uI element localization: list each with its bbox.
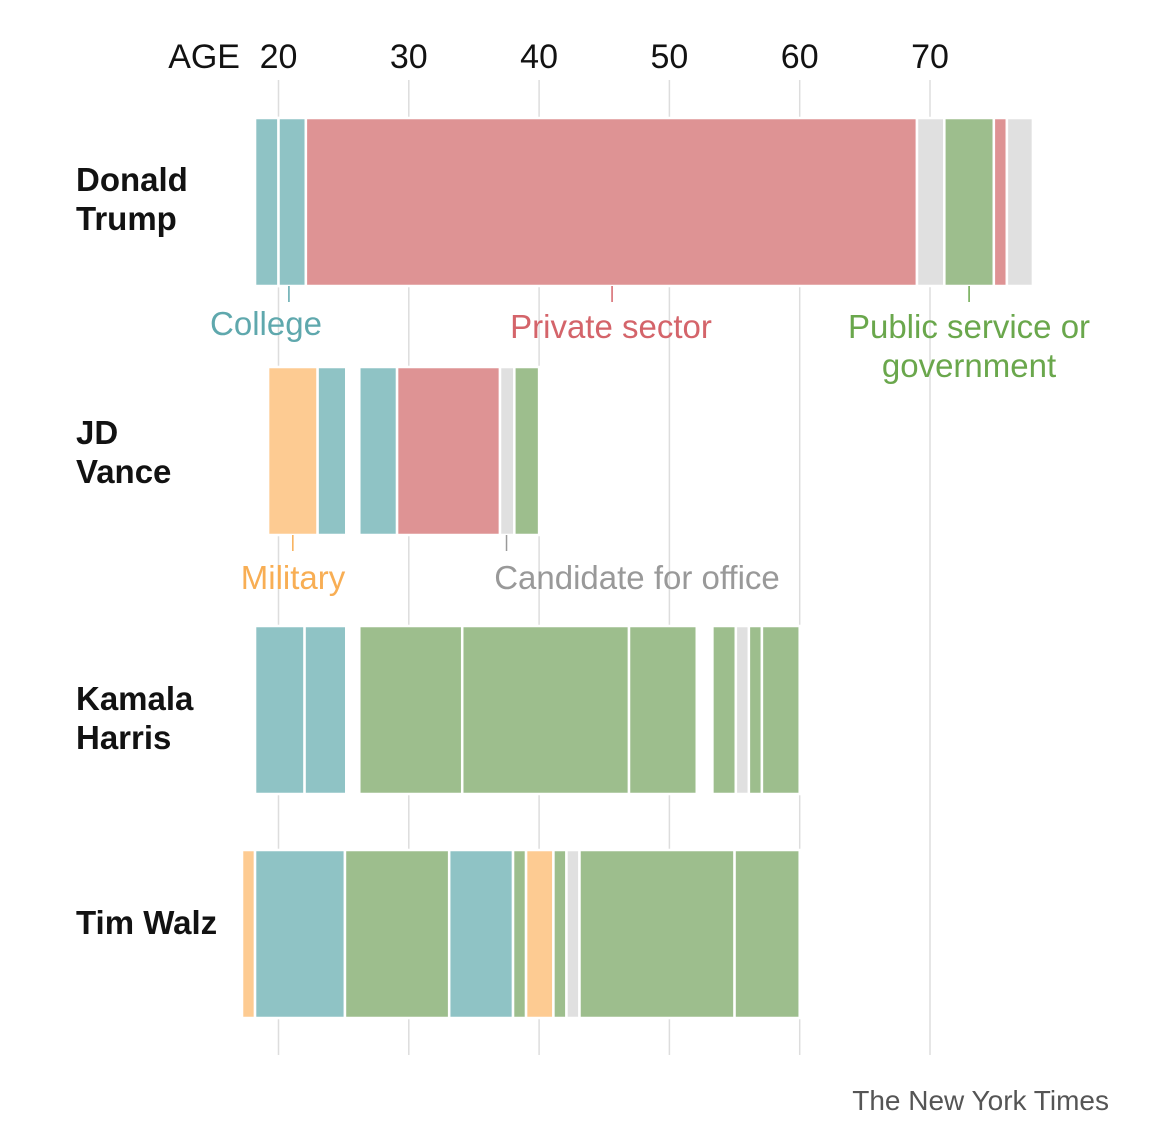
annotation-label-private: Private sector <box>510 308 712 345</box>
annotation-label-military: Military <box>241 559 346 596</box>
bar-segment-public <box>513 365 541 537</box>
bar-segment-candidate <box>565 848 581 1020</box>
credit-text: The New York Times <box>852 1085 1109 1116</box>
bar-segment-public <box>358 624 464 796</box>
bar-segment-public <box>733 848 801 1020</box>
annotation-label-candidate: Candidate for office <box>494 559 780 596</box>
annotation-label-public: government <box>882 347 1056 384</box>
annotation-label-college: College <box>210 305 322 342</box>
bar-segment-public <box>711 624 738 796</box>
bar-segment-college <box>253 116 280 288</box>
bar-segment-college <box>253 848 347 1020</box>
bar-segment-public <box>760 624 801 796</box>
bar-segment-private <box>304 116 919 288</box>
bar-segment-candidate <box>498 365 516 537</box>
tick-label-40: 40 <box>520 38 558 76</box>
bar-segment-public <box>943 116 996 288</box>
bar-segment-public <box>578 848 736 1020</box>
row-3 <box>240 848 801 1020</box>
bar-segment-military <box>524 848 555 1020</box>
tick-label-50: 50 <box>650 38 688 76</box>
bar-segment-candidate <box>915 116 946 288</box>
bar-segment-college <box>358 365 399 537</box>
bar-segment-public <box>343 848 451 1020</box>
tick-label-30: 30 <box>390 38 428 76</box>
bar-segment-public <box>552 848 568 1020</box>
age-axis: AGE 20 30 40 50 60 70 <box>168 38 949 76</box>
category-annotations: College Private sector Public service orgo… <box>210 286 1090 596</box>
bar-segment-candidate <box>734 624 751 796</box>
bar-segment-college <box>303 624 348 796</box>
row-name: Harris <box>76 719 171 756</box>
bar-segment-college <box>316 365 348 537</box>
bar-segment-public <box>460 624 631 796</box>
axis-label-age: AGE <box>168 38 240 76</box>
bar-segment-military <box>266 365 319 537</box>
bar-segment-college <box>447 848 515 1020</box>
row-name: JD <box>76 414 118 451</box>
bar-segment-private <box>395 365 502 537</box>
row-name: Trump <box>76 200 177 237</box>
bars <box>240 116 1035 1020</box>
bar-segment-candidate <box>1005 116 1035 288</box>
row-1 <box>266 365 541 537</box>
tick-label-60: 60 <box>781 38 819 76</box>
row-name: Donald <box>76 161 188 198</box>
bar-segment-military <box>240 848 257 1020</box>
bar-segment-public <box>511 848 528 1020</box>
bar-segment-college <box>277 116 308 288</box>
annotation-label-public: Public service or <box>848 308 1090 345</box>
row-name: Vance <box>76 453 171 490</box>
row-0 <box>253 116 1035 288</box>
bar-segment-college <box>253 624 306 796</box>
bar-segment-public <box>627 624 699 796</box>
row-name: Kamala <box>76 680 194 717</box>
bar-segment-private <box>992 116 1009 288</box>
bar-segment-public <box>747 624 764 796</box>
row-2 <box>253 624 801 796</box>
tick-label-20: 20 <box>260 38 298 76</box>
tick-label-70: 70 <box>911 38 949 76</box>
row-name: Tim Walz <box>76 904 217 941</box>
